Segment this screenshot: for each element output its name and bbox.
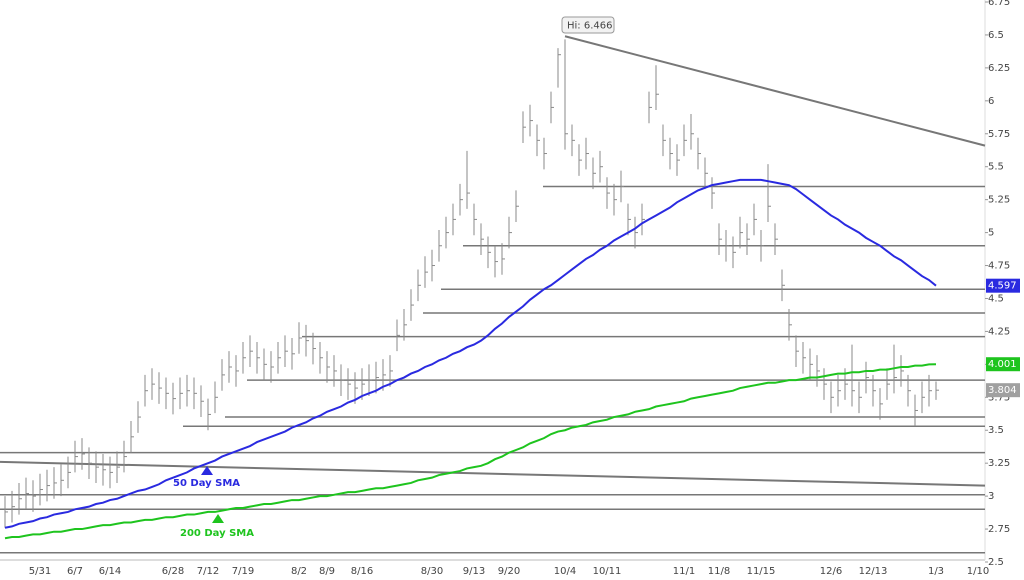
y-tick-label: 3 — [988, 491, 994, 502]
y-tick-label: 4.25 — [988, 326, 1010, 337]
x-tick-label: 1/3 — [928, 566, 944, 577]
x-tick-label: 9/20 — [498, 566, 520, 577]
value-tag — [986, 278, 1020, 293]
y-tick-label: 5.75 — [988, 129, 1010, 140]
sma-label: 200 Day SMA — [180, 528, 254, 539]
y-tick-label: 6.25 — [988, 63, 1010, 74]
y-tick-label: 6.75 — [988, 0, 1010, 8]
trend-line — [564, 35, 986, 147]
y-tick-label: 2.5 — [988, 557, 1004, 568]
x-tick-label: 11/1 — [673, 566, 695, 577]
x-tick-label: 8/2 — [291, 566, 307, 577]
y-tick-label: 4.5 — [988, 293, 1004, 304]
y-tick-label: 5.5 — [988, 162, 1004, 173]
x-tick-label: 9/13 — [463, 566, 485, 577]
x-tick-label: 6/14 — [99, 566, 121, 577]
x-tick-label: 8/16 — [351, 566, 373, 577]
y-tick-label: 5.25 — [988, 195, 1010, 206]
x-tick-label: 10/11 — [593, 566, 622, 577]
sma-line — [4, 178, 937, 529]
sma-label: 50 Day SMA — [173, 478, 240, 489]
x-tick-label: 6/28 — [162, 566, 184, 577]
x-tick-label: 5/31 — [29, 566, 51, 577]
x-tick-label: 12/6 — [820, 566, 842, 577]
x-tick-label: 8/30 — [421, 566, 443, 577]
y-tick-label: 3.75 — [988, 392, 1010, 403]
x-tick-label: 7/12 — [197, 566, 219, 577]
value-tag-label: 4.597 — [988, 281, 1017, 292]
x-tick-label: 10/4 — [554, 566, 576, 577]
y-tick-label: 4.75 — [988, 261, 1010, 272]
y-tick-label: 5 — [988, 228, 994, 239]
y-tick-label: 3.5 — [988, 425, 1004, 436]
sma-marker — [212, 514, 224, 523]
value-tag-label: 3.804 — [988, 385, 1017, 396]
annotation-box — [561, 16, 615, 34]
x-tick-label: 6/7 — [67, 566, 83, 577]
x-tick-label: 11/8 — [708, 566, 730, 577]
trend-line — [0, 460, 986, 487]
y-tick-label: 6 — [988, 96, 994, 107]
x-tick-label: 11/15 — [747, 566, 776, 577]
y-tick-label: 2.75 — [988, 524, 1010, 535]
value-tag — [986, 357, 1020, 372]
sma-line — [4, 363, 937, 540]
x-tick-label: 7/19 — [232, 566, 254, 577]
y-tick-label: 6.5 — [988, 30, 1004, 41]
x-tick-label: 8/9 — [319, 566, 335, 577]
x-tick-label: 12/13 — [859, 566, 888, 577]
value-tag — [986, 383, 1020, 398]
sma-marker — [201, 466, 213, 475]
annotation: Hi: 6.466 — [567, 21, 612, 32]
x-tick-label: 1/10 — [967, 566, 989, 577]
value-tag-label: 4.001 — [988, 359, 1017, 370]
y-tick-label: 3.25 — [988, 458, 1010, 469]
